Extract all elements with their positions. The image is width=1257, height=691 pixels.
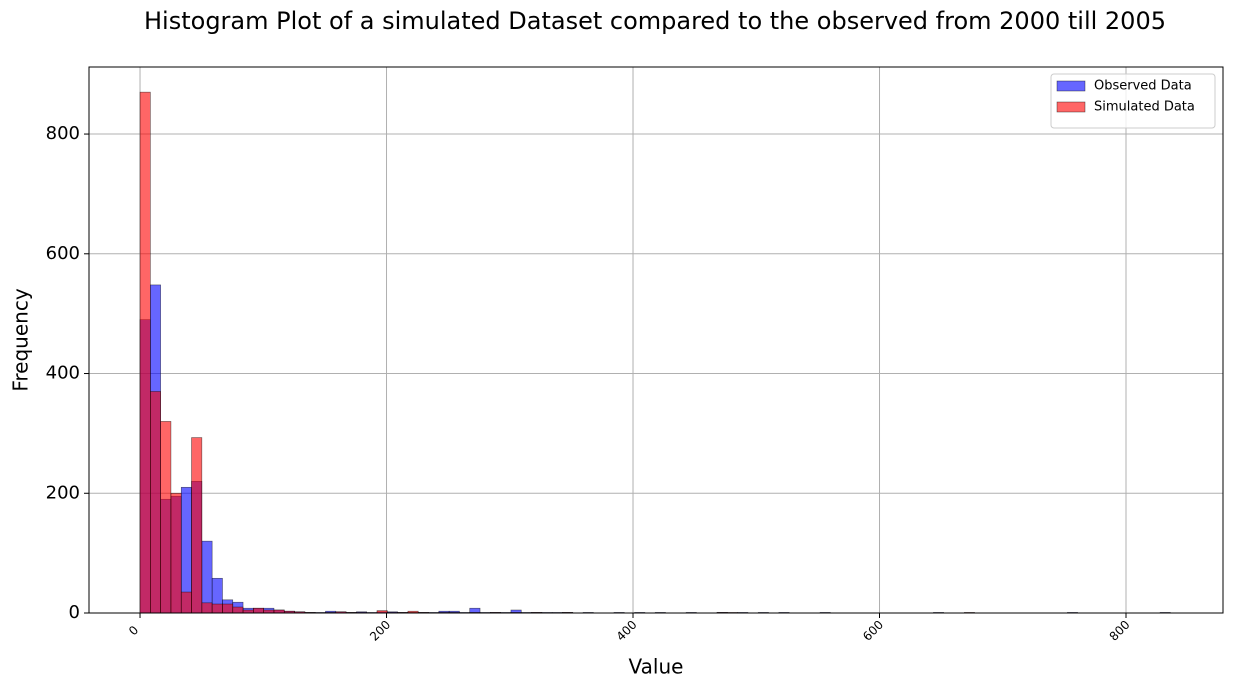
x-tick-label: 200 (367, 618, 393, 644)
x-axis-label: Value (629, 655, 684, 679)
bar (211, 603, 223, 614)
legend-swatch (1056, 101, 1086, 113)
y-tick-label: 0 (69, 602, 80, 623)
bar (139, 91, 151, 614)
bar (201, 602, 213, 614)
bar (170, 492, 182, 614)
x-tick-label: 800 (1107, 618, 1133, 644)
legend-swatch (1056, 80, 1086, 92)
bar (201, 540, 213, 614)
x-tick-label: 0 (126, 623, 141, 638)
bar (191, 437, 203, 614)
bar (150, 391, 161, 614)
y-tick-label: 600 (46, 243, 80, 264)
plot-frame (88, 66, 1224, 614)
x-tick-label: 600 (860, 618, 886, 644)
bar (232, 606, 244, 614)
y-axis-label: Frequency (9, 288, 33, 391)
y-tick-label: 800 (46, 123, 80, 144)
legend-box (1050, 73, 1216, 129)
chart-title: Histogram Plot of a simulated Dataset co… (144, 7, 1166, 35)
bar (253, 607, 264, 614)
bar (160, 421, 172, 614)
bar (222, 603, 234, 614)
legend-label: Observed Data (1094, 79, 1192, 94)
legend-label: Simulated Data (1094, 100, 1195, 115)
x-tick-label: 400 (614, 618, 640, 644)
y-tick-label: 200 (46, 482, 80, 503)
bar (180, 591, 192, 614)
y-tick-label: 400 (46, 363, 80, 384)
